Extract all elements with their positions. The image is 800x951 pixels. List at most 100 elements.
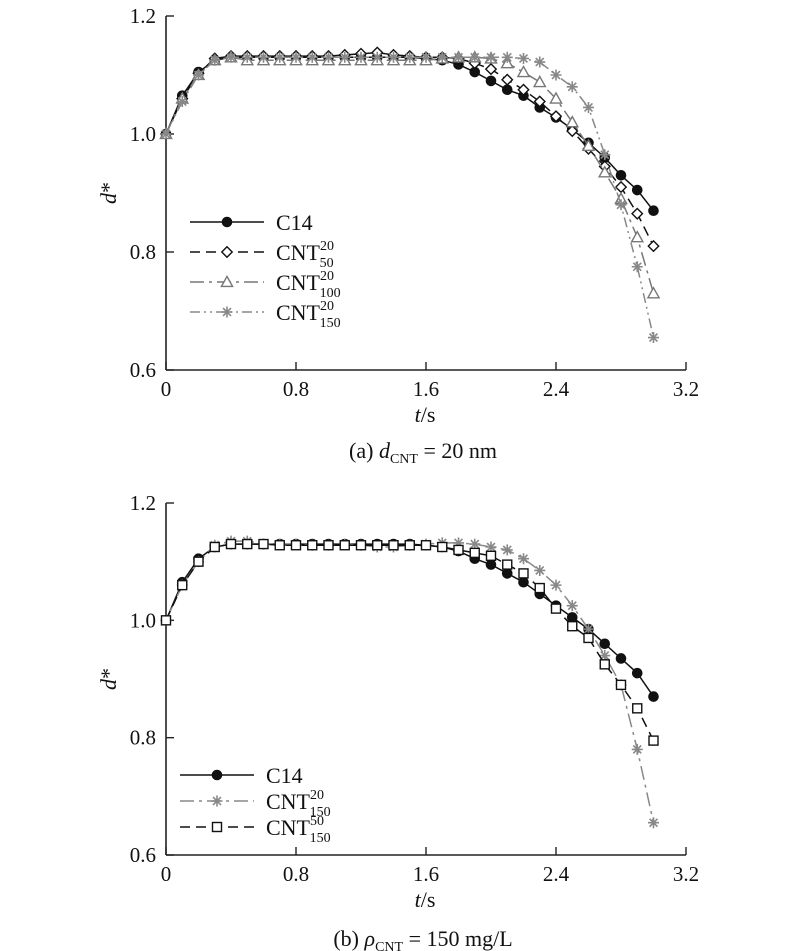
data-point xyxy=(631,743,643,755)
data-point xyxy=(518,576,529,588)
data-point xyxy=(209,54,221,66)
x-tick-label: 3.2 xyxy=(673,862,699,886)
data-point xyxy=(615,170,627,181)
data-point xyxy=(532,75,547,88)
data-point xyxy=(583,632,594,644)
y-tick-label: 1.2 xyxy=(130,4,156,28)
data-point xyxy=(518,568,529,579)
series-line-0 xyxy=(165,543,655,698)
chart-caption: (b) ρCNT = 150 mg/L xyxy=(333,926,512,951)
data-point xyxy=(290,540,302,551)
data-point xyxy=(631,667,643,679)
x-tick-label: 1.6 xyxy=(413,862,439,886)
data-point xyxy=(469,538,481,550)
data-point xyxy=(516,65,531,78)
data-point xyxy=(420,540,432,551)
data-point xyxy=(648,735,659,746)
series-line-2 xyxy=(165,543,655,741)
data-point xyxy=(630,230,645,243)
data-point xyxy=(436,51,448,63)
data-point xyxy=(437,541,448,553)
data-point xyxy=(615,679,627,691)
data-point xyxy=(241,51,253,63)
data-point xyxy=(631,184,643,196)
data-point xyxy=(176,96,188,108)
legend-label: CNT20 50 xyxy=(276,239,334,271)
data-point xyxy=(615,199,627,211)
data-point xyxy=(614,180,628,194)
data-point xyxy=(274,51,286,63)
x-axis-label: t/s xyxy=(415,887,436,912)
y-tick-label: 1.0 xyxy=(130,608,156,632)
legend-label: CNT20 100 xyxy=(276,269,341,301)
series-line-3 xyxy=(165,56,655,338)
x-tick-label: 0 xyxy=(161,862,172,886)
data-point xyxy=(566,600,578,612)
y-tick-label: 0.6 xyxy=(130,843,156,867)
data-point xyxy=(534,564,546,576)
data-point xyxy=(566,124,579,138)
legend-marker xyxy=(221,306,233,318)
data-point xyxy=(388,51,399,63)
series-line-1 xyxy=(165,540,655,823)
data-point xyxy=(404,51,416,63)
data-point xyxy=(534,56,546,68)
legend-marker xyxy=(220,274,234,288)
data-point xyxy=(646,286,661,299)
data-point xyxy=(566,612,578,623)
data-point xyxy=(615,653,627,664)
x-tick-label: 2.4 xyxy=(543,377,570,401)
y-tick-label: 1.0 xyxy=(130,122,156,146)
data-point xyxy=(583,623,594,635)
data-point xyxy=(420,51,432,63)
data-point xyxy=(550,579,562,591)
data-point xyxy=(648,691,659,702)
data-point xyxy=(306,51,318,63)
data-point xyxy=(599,149,611,161)
data-point xyxy=(550,603,562,614)
data-point xyxy=(307,540,318,551)
data-point xyxy=(502,559,513,570)
y-tick-label: 0.8 xyxy=(130,726,156,750)
data-point xyxy=(485,550,497,561)
legend-label: C14 xyxy=(266,763,303,788)
data-point xyxy=(485,541,497,553)
chart-a: 0 0.8 1.6 2.4 3.2 0.6 0.8 1.0 1.2 t/s d* C14 CNT20 50… xyxy=(96,4,699,467)
y-axis-label: d* xyxy=(96,182,121,204)
data-point xyxy=(599,659,610,670)
data-point xyxy=(453,537,464,549)
data-point xyxy=(339,51,351,63)
legend-marker xyxy=(211,795,223,807)
data-point xyxy=(323,540,334,551)
data-point xyxy=(485,51,497,63)
data-point xyxy=(501,568,513,579)
legend-marker xyxy=(220,245,234,259)
data-point xyxy=(242,538,253,550)
data-point xyxy=(274,540,285,551)
data-point xyxy=(648,332,659,344)
data-point xyxy=(517,83,530,96)
data-point xyxy=(485,75,497,87)
data-point xyxy=(355,540,367,551)
data-point xyxy=(599,650,611,662)
data-point xyxy=(597,165,612,178)
data-point xyxy=(632,703,643,714)
data-point xyxy=(549,91,563,104)
data-point xyxy=(160,128,172,140)
legend-marker xyxy=(211,821,223,833)
data-point xyxy=(518,553,529,565)
data-point xyxy=(648,205,659,216)
legend-marker xyxy=(221,216,233,228)
x-tick-label: 3.2 xyxy=(673,377,699,401)
y-axis-label: d* xyxy=(96,668,121,690)
data-point xyxy=(372,540,383,551)
y-tick-label: 1.2 xyxy=(130,491,156,515)
data-point xyxy=(631,261,643,273)
data-point xyxy=(323,51,334,63)
y-tick-label: 0.8 xyxy=(130,240,156,264)
data-point xyxy=(567,621,578,632)
